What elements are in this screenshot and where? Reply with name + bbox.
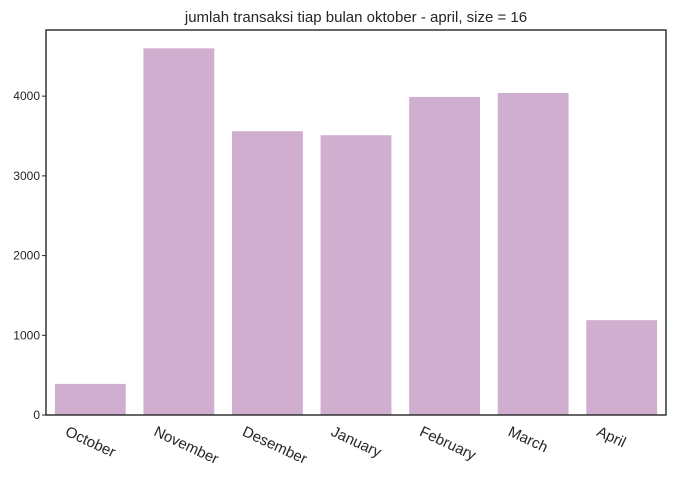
ytick-label-4000: 4000 (13, 89, 40, 103)
bars-layer (54, 48, 658, 416)
x-axis: October November Desember January February Ma… (63, 423, 629, 468)
bar-february (409, 96, 480, 416)
bar-january (320, 135, 392, 415)
ytick-label-0: 0 (33, 408, 40, 422)
bar-november (143, 48, 215, 415)
bar-march (497, 92, 569, 416)
y-axis: 0 1000 2000 3000 4000 (13, 89, 46, 422)
xtick-label-january: January (328, 423, 384, 461)
chart-title: jumlah transaksi tiap bulan oktober - ap… (184, 9, 527, 26)
xtick-label-february: February (417, 423, 479, 464)
xtick-label-march: March (505, 423, 550, 456)
ytick-label-2000: 2000 (13, 249, 40, 263)
xtick-label-november: November (151, 423, 221, 468)
xtick-label-april: April (594, 423, 628, 451)
bar-april (586, 320, 658, 415)
xtick-label-october: October (63, 423, 119, 461)
ytick-label-3000: 3000 (13, 169, 40, 183)
plot-frame (45, 29, 667, 416)
xtick-label-desember: Desember (240, 423, 310, 468)
ytick-label-1000: 1000 (13, 328, 40, 342)
bar-desember (232, 131, 303, 416)
bar-october (54, 383, 126, 415)
